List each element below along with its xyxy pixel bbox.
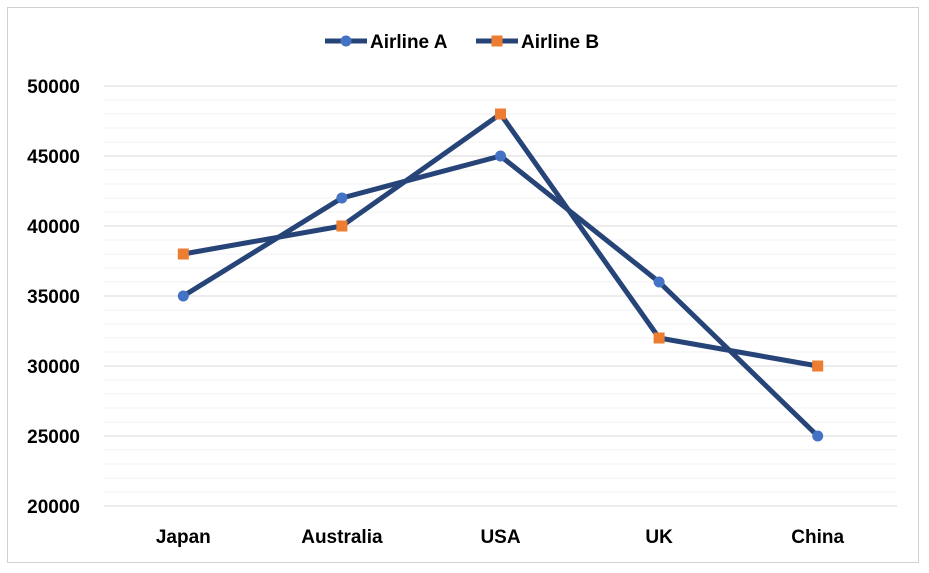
y-tick-label: 20000	[27, 497, 80, 518]
x-tick-label: USA	[480, 527, 520, 548]
data-point-airline-a	[653, 276, 665, 288]
data-point-airline-a	[336, 192, 348, 204]
legend: Airline A Airline B	[325, 32, 599, 53]
data-point-airline-b	[336, 220, 348, 232]
gridlines	[104, 85, 897, 507]
y-tick-label: 35000	[27, 287, 80, 308]
legend-label-airline-a: Airline A	[370, 32, 448, 53]
y-axis-ticks: 50000 45000 40000 35000 30000 25000 20000	[27, 77, 80, 518]
legend-label-airline-b: Airline B	[521, 32, 599, 53]
y-tick-label: 25000	[27, 427, 80, 448]
data-point-airline-b	[812, 360, 824, 372]
legend-item-airline-b: Airline B	[476, 32, 599, 53]
legend-marker-airline-b	[491, 35, 503, 47]
data-point-airline-a	[177, 290, 189, 302]
data-point-airline-b	[653, 332, 665, 344]
x-tick-label: UK	[645, 527, 673, 548]
y-tick-label: 40000	[27, 217, 80, 238]
data-point-airline-b	[495, 108, 506, 120]
y-tick-label: 50000	[27, 77, 80, 98]
data-point-airline-a	[812, 430, 824, 442]
y-tick-label: 30000	[27, 357, 80, 378]
series-group	[177, 108, 824, 442]
x-axis-ticks: Japan Australia USA UK China	[156, 527, 845, 548]
legend-marker-airline-a	[340, 35, 352, 47]
y-tick-label: 45000	[27, 147, 80, 168]
legend-item-airline-a: Airline A	[325, 32, 448, 53]
data-point-airline-b	[177, 248, 189, 260]
x-tick-label: China	[791, 527, 844, 548]
x-tick-label: Australia	[301, 527, 383, 548]
x-tick-label: Japan	[156, 527, 211, 548]
data-point-airline-a	[495, 150, 506, 162]
